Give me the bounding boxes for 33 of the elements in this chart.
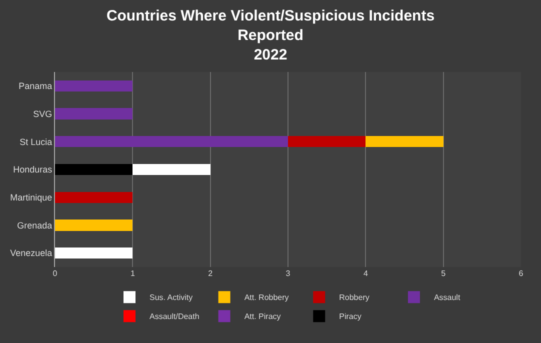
bar <box>366 136 444 148</box>
legend-label: Sus. Activity <box>150 293 193 302</box>
bar <box>55 136 288 148</box>
y-tick-label: Martinique <box>10 192 52 203</box>
x-tick-label: 3 <box>286 269 291 278</box>
legend-label: Piracy <box>339 312 362 322</box>
legend-label: Robbery <box>339 293 370 302</box>
x-tick-label: 1 <box>130 269 136 278</box>
bar <box>55 220 133 231</box>
chart-title: Countries Where Violent/Suspicious Incidents Reported <box>106 8 435 44</box>
bar <box>55 108 133 120</box>
legend-label: Assault/Death <box>150 312 200 322</box>
legend-label: Att. Piracy <box>244 312 281 322</box>
bar <box>55 192 133 203</box>
bar <box>55 248 133 259</box>
chart-subtitle: 2022 <box>254 46 288 64</box>
y-tick-label: SVG <box>33 108 52 119</box>
x-tick-label: 4 <box>363 269 368 278</box>
y-tick-label: Venezuela <box>10 248 52 258</box>
legend-label: Att. Robbery <box>244 293 289 302</box>
legend-label: Assault <box>434 293 461 302</box>
x-tick-label: 0 <box>52 269 58 278</box>
x-tick-label: 6 <box>518 269 524 278</box>
bar <box>55 164 133 176</box>
x-tick-label: 5 <box>441 269 446 278</box>
y-tick-label: Honduras <box>13 164 53 175</box>
bar <box>132 164 210 176</box>
y-tick-label: Grenada <box>17 220 52 230</box>
y-tick-label: St Lucia <box>20 136 52 147</box>
bar <box>288 136 366 148</box>
bar <box>55 80 133 92</box>
x-tick-label: 2 <box>208 269 214 278</box>
y-tick-label: Panama <box>18 81 52 92</box>
